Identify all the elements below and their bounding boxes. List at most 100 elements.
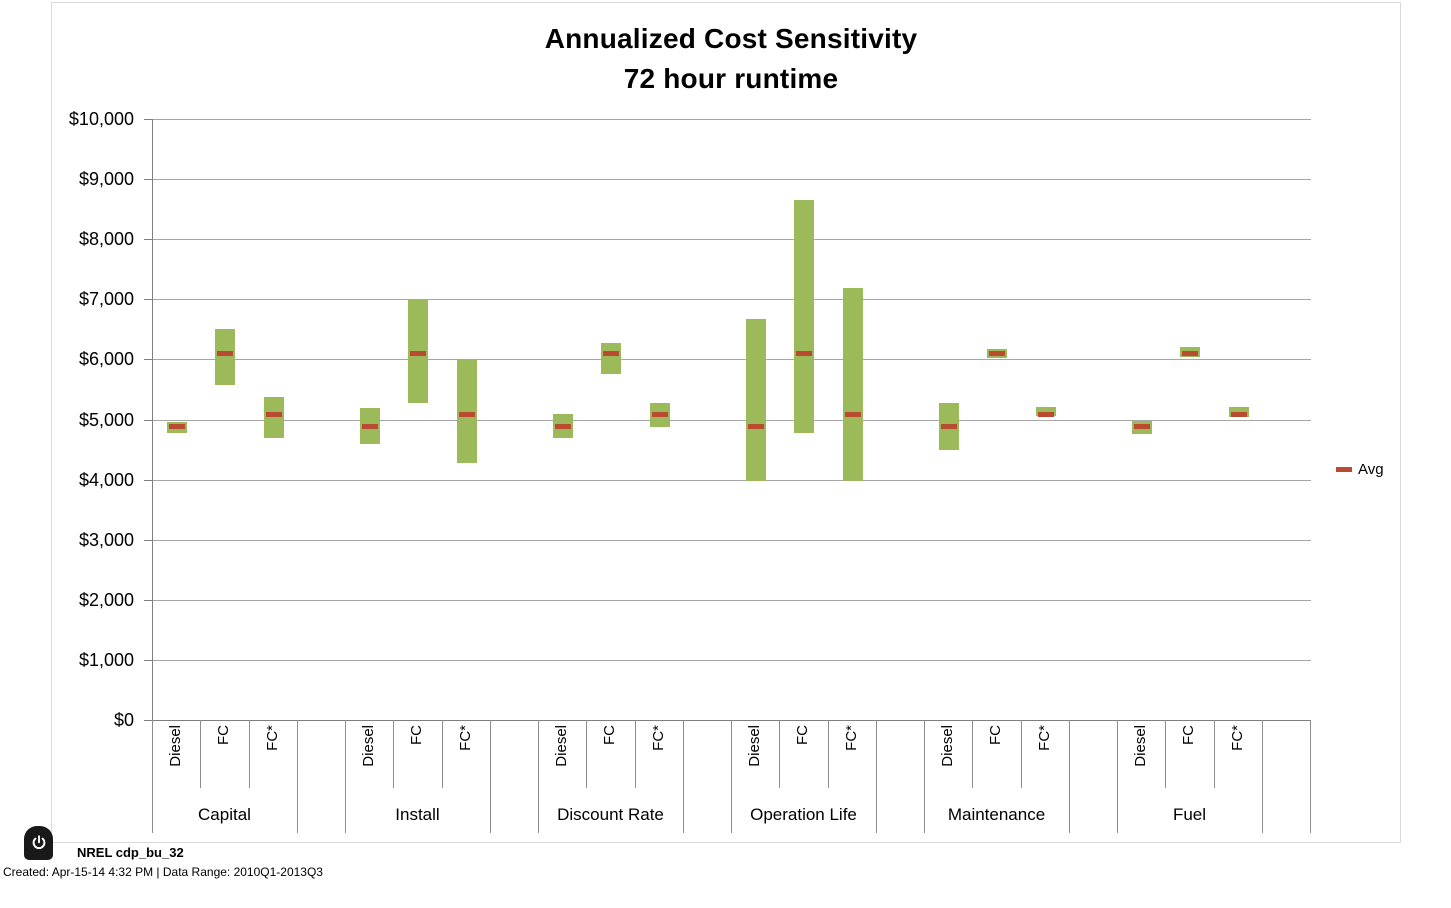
range-bar-discount-rate-fc <box>601 343 621 374</box>
gridline-3000 <box>153 540 1311 541</box>
category-divider <box>779 720 780 788</box>
group-label-operation-life: Operation Life <box>750 805 857 824</box>
category-divider <box>393 720 394 788</box>
bar-label-install-fc: FC <box>408 725 425 745</box>
avg-marker-capital-fcstar <box>266 412 282 417</box>
y-axis-tick-5000 <box>144 420 152 421</box>
category-divider <box>1021 720 1022 788</box>
category-divider <box>297 720 298 833</box>
footer-source-label: NREL cdp_bu_32 <box>77 845 184 860</box>
bar-label-operation-life-fcstar: FC* <box>843 725 860 751</box>
category-divider <box>538 720 539 833</box>
avg-marker-maintenance-fc <box>989 351 1005 356</box>
bar-label-install-diesel: Diesel <box>360 725 377 767</box>
footer-created-line: Created: Apr-15-14 4:32 PM | Data Range:… <box>3 865 323 879</box>
power-icon-glyph <box>32 835 45 850</box>
bar-label-fuel-diesel: Diesel <box>1132 725 1149 767</box>
category-divider <box>442 720 443 788</box>
bar-label-maintenance-fcstar: FC* <box>1036 725 1053 751</box>
avg-marker-maintenance-diesel <box>941 424 957 429</box>
chart-frame: Annualized Cost Sensitivity 72 hour runt… <box>51 2 1401 843</box>
avg-marker-discount-rate-fc <box>603 351 619 356</box>
chart-title: Annualized Cost Sensitivity 72 hour runt… <box>152 19 1310 99</box>
bar-label-maintenance-fc: FC <box>987 725 1004 745</box>
y-axis-tick-label-6000: $6,000 <box>78 349 134 369</box>
y-axis-tick-label-0: $0 <box>113 710 134 730</box>
category-divider <box>1117 720 1118 833</box>
y-axis-tick-0 <box>144 720 152 721</box>
group-label-capital: Capital <box>198 805 251 824</box>
range-bar-operation-life-fcstar <box>843 288 863 481</box>
gridline-1000 <box>153 660 1311 661</box>
y-axis-tick-4000 <box>144 480 152 481</box>
range-bar-maintenance-fcstar <box>1036 407 1056 416</box>
y-axis-tick-label-9000: $9,000 <box>78 169 134 189</box>
avg-marker-discount-rate-diesel <box>555 424 571 429</box>
group-label-maintenance: Maintenance <box>947 805 1046 824</box>
chart-title-line2: 72 hour runtime <box>623 63 839 94</box>
bar-label-capital-fc: FC <box>215 725 232 745</box>
bar-label-capital-fcstar: FC* <box>264 725 281 751</box>
y-axis-tick-label-5000: $5,000 <box>78 410 134 430</box>
y-axis-tick-label-10000: $10,000 <box>68 109 134 129</box>
category-divider <box>828 720 829 788</box>
category-divider <box>1214 720 1215 788</box>
avg-marker-capital-diesel <box>169 424 185 429</box>
category-divider <box>972 720 973 788</box>
category-divider <box>1310 720 1311 833</box>
y-axis-tick-label-8000: $8,000 <box>78 229 134 249</box>
gridline-9000 <box>153 179 1311 180</box>
y-axis-tick-label-3000: $3,000 <box>78 530 134 550</box>
avg-marker-install-fcstar <box>459 412 475 417</box>
y-axis-tick-label-7000: $7,000 <box>78 289 134 309</box>
category-divider <box>586 720 587 788</box>
power-icon <box>24 826 53 860</box>
category-divider <box>1165 720 1166 788</box>
avg-marker-capital-fc <box>217 351 233 356</box>
category-divider <box>731 720 732 833</box>
y-axis-tick-7000 <box>144 299 152 300</box>
category-divider <box>1262 720 1263 833</box>
avg-marker-fuel-diesel <box>1134 424 1150 429</box>
bar-label-operation-life-fc: FC <box>794 725 811 745</box>
legend: Avg <box>1336 461 1384 478</box>
group-label-discount-rate: Discount Rate <box>557 805 664 824</box>
avg-legend-marker-icon <box>1336 467 1352 472</box>
gridline-4000 <box>153 480 1311 481</box>
gridline-2000 <box>153 600 1311 601</box>
avg-marker-operation-life-fcstar <box>845 412 861 417</box>
avg-legend-label: Avg <box>1358 461 1384 478</box>
range-bar-capital-fcstar <box>264 397 284 438</box>
category-divider <box>490 720 491 833</box>
category-divider <box>876 720 877 833</box>
gridline-5000 <box>153 420 1311 421</box>
y-axis-tick-label-1000: $1,000 <box>78 650 134 670</box>
category-divider <box>249 720 250 788</box>
bar-label-capital-diesel: Diesel <box>167 725 184 767</box>
bar-label-discount-rate-fcstar: FC* <box>650 725 667 751</box>
gridline-6000 <box>153 359 1311 360</box>
y-axis-tick-8000 <box>144 239 152 240</box>
avg-marker-operation-life-diesel <box>748 424 764 429</box>
range-bar-operation-life-fc <box>794 200 814 433</box>
category-divider <box>924 720 925 833</box>
avg-marker-operation-life-fc <box>796 351 812 356</box>
y-axis-tick-1000 <box>144 660 152 661</box>
plot-area <box>152 119 1311 721</box>
avg-marker-fuel-fc <box>1182 351 1198 356</box>
bar-label-discount-rate-fc: FC <box>601 725 618 745</box>
avg-marker-install-diesel <box>362 424 378 429</box>
chart-title-line1: Annualized Cost Sensitivity <box>544 23 918 54</box>
bar-label-operation-life-diesel: Diesel <box>746 725 763 767</box>
y-axis-tick-10000 <box>144 119 152 120</box>
y-axis-tick-label-2000: $2,000 <box>78 590 134 610</box>
category-divider <box>152 720 153 833</box>
group-label-fuel: Fuel <box>1172 805 1207 824</box>
y-axis-tick-9000 <box>144 179 152 180</box>
category-divider <box>683 720 684 833</box>
range-bar-capital-fc <box>215 329 235 385</box>
y-axis-tick-2000 <box>144 600 152 601</box>
bar-label-fuel-fc: FC <box>1180 725 1197 745</box>
avg-marker-fuel-fcstar <box>1231 412 1247 417</box>
